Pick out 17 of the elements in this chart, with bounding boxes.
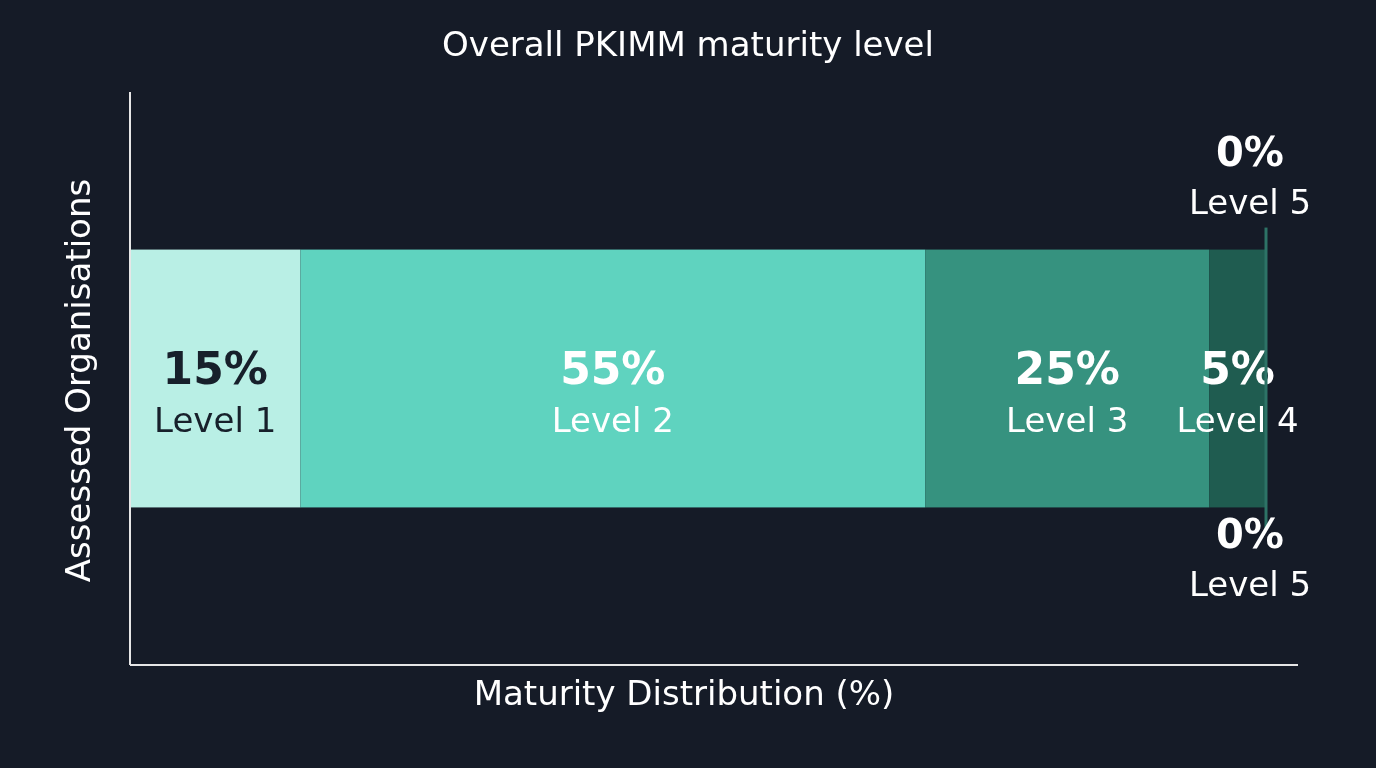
data-label: 15% xyxy=(162,342,268,394)
chart-title: Overall PKIMM maturity level xyxy=(442,24,934,64)
text: 0% xyxy=(1216,128,1284,175)
data-label: 25% xyxy=(1014,342,1120,394)
bar xyxy=(300,249,926,508)
bar xyxy=(130,249,301,508)
x-axis-title: Maturity Distribution (%) xyxy=(473,673,895,713)
series-label: Level 2 xyxy=(551,399,674,440)
text: Level 5 xyxy=(1188,564,1312,605)
series-label: Level 3 xyxy=(1006,399,1129,440)
data-label: 55% xyxy=(560,342,666,394)
y-axis-title: Assessed Organisations xyxy=(58,178,98,583)
series-label: Level 1 xyxy=(154,399,277,440)
series-label: Level 4 xyxy=(1176,399,1299,440)
data-label: 5% xyxy=(1200,342,1275,394)
series-label: Level 5 xyxy=(1188,181,1312,222)
data-label: 0% xyxy=(1216,511,1284,558)
